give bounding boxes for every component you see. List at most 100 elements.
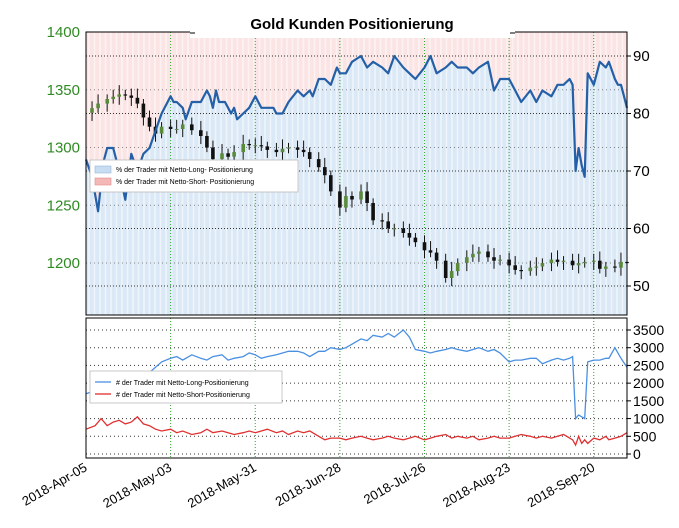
candle-body <box>604 266 608 269</box>
candle-body <box>199 130 203 136</box>
candle-body <box>428 250 433 253</box>
candle-body <box>117 94 121 97</box>
candle-body <box>329 175 333 192</box>
candle-body <box>344 196 348 208</box>
candle-body <box>220 153 224 160</box>
candle-body <box>507 259 511 266</box>
candle-body <box>174 129 179 130</box>
title-bar: Gold Kunden Positionierung <box>190 12 515 38</box>
candle-body <box>555 259 560 262</box>
left-tick-label: 1400 <box>47 24 80 41</box>
left-tick-label: 1200 <box>47 255 80 272</box>
candle-body <box>598 260 602 269</box>
candle-body <box>241 144 245 153</box>
legend-label: % der Trader mit Netto-Short- Positionie… <box>116 179 254 186</box>
chart-title: Gold Kunden Positionierung <box>250 16 453 33</box>
candle-body <box>323 167 327 176</box>
bottom-tick-label: 2000 <box>633 375 664 391</box>
candle-body <box>434 252 439 261</box>
candle-body <box>534 266 539 268</box>
title-bg <box>190 12 515 38</box>
candle-body <box>407 233 412 238</box>
candle-body <box>180 124 185 129</box>
candle-body <box>380 220 384 222</box>
candle-body <box>90 108 94 113</box>
candle-body <box>96 103 100 109</box>
legend-swatch <box>94 165 112 174</box>
bottom-panel-frame <box>85 317 628 459</box>
bottom-tick-label: 1500 <box>633 393 664 409</box>
bottom-tick-label: 2500 <box>633 357 664 373</box>
candle-body <box>211 147 215 160</box>
pct-long-series <box>84 54 629 213</box>
trader-count-lines <box>85 329 628 447</box>
candle-body <box>232 152 236 157</box>
candle-body <box>359 191 363 200</box>
candle-body <box>540 263 545 267</box>
candle-body <box>498 259 502 261</box>
legend-box <box>89 159 299 193</box>
left-tick-label: 1250 <box>47 197 80 214</box>
candle-body <box>123 94 128 96</box>
candle-body <box>135 97 140 104</box>
candle-body <box>613 266 617 268</box>
candle-body <box>301 149 306 153</box>
candle-body <box>455 263 460 272</box>
legend-label: # der Trader mit Netto-Long-Positionieru… <box>116 380 249 387</box>
candle-body <box>528 267 533 272</box>
candle-body <box>413 237 418 243</box>
bottom-tick-label: 3500 <box>633 322 664 338</box>
candle-body <box>253 145 258 147</box>
candle-body <box>561 260 566 262</box>
bottom-tick-label: 3000 <box>633 340 664 356</box>
candle-body <box>147 117 152 127</box>
candle-body <box>159 126 164 134</box>
candle-body <box>371 203 375 221</box>
candle-body <box>338 191 342 208</box>
candle-body <box>350 196 354 200</box>
candle-body <box>129 95 134 98</box>
candle-body <box>190 124 194 131</box>
candle-body <box>492 257 496 261</box>
right-tick-label: 70 <box>633 163 650 180</box>
candle-body <box>449 271 454 278</box>
candle-body <box>295 147 300 150</box>
candle-body <box>141 103 146 118</box>
right-tick-label: 60 <box>633 221 650 238</box>
candle-body <box>111 96 115 99</box>
candle-body <box>265 146 270 150</box>
legend-swatch <box>94 177 112 186</box>
candle-body <box>392 228 397 230</box>
legend-box <box>89 370 283 404</box>
bottom-frame <box>85 317 628 459</box>
candle-body <box>401 228 406 233</box>
candle-body <box>576 263 581 266</box>
short-trader-series <box>85 415 628 447</box>
candle-body <box>316 159 321 168</box>
bottom-tick-label: 500 <box>633 428 657 444</box>
candle-body <box>105 99 109 104</box>
pct-long-line <box>84 54 629 213</box>
candle-body <box>619 261 623 268</box>
candle-body <box>513 265 517 270</box>
candle-body <box>465 257 469 263</box>
right-tick-label: 50 <box>633 278 650 295</box>
candle-body <box>519 270 523 272</box>
candle-body <box>259 145 264 147</box>
candle-body <box>247 144 251 146</box>
candle-body <box>486 251 490 258</box>
long-trader-series <box>85 329 628 421</box>
bottom-legend: # der Trader mit Netto-Long-Positionieru… <box>89 370 283 404</box>
candle-body <box>226 153 230 157</box>
candle-body <box>205 136 209 148</box>
candle-body <box>365 191 369 203</box>
right-tick-label: 80 <box>633 106 650 123</box>
candle-body <box>582 261 587 264</box>
bottom-tick-label: 0 <box>633 446 641 462</box>
candle-body <box>549 259 554 264</box>
left-tick-label: 1300 <box>47 140 80 157</box>
candle-body <box>386 221 390 229</box>
candle-body <box>307 152 312 159</box>
